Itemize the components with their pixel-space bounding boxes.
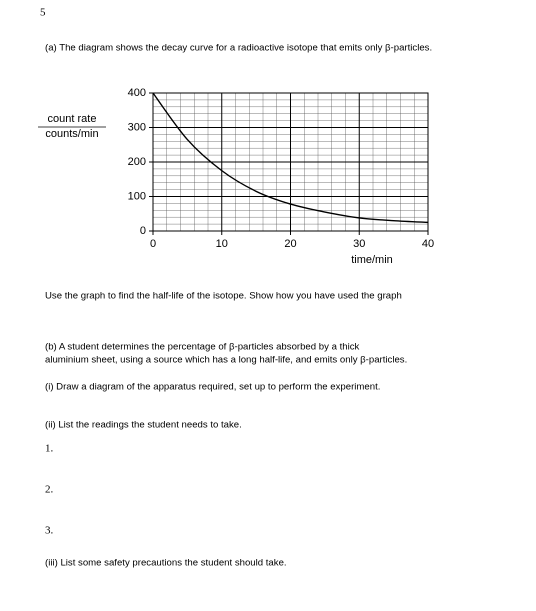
- list-number: 3.: [45, 525, 54, 537]
- y-tick-label: 0: [140, 225, 146, 237]
- list-number: 1.: [45, 443, 54, 455]
- part-b-ii: (ii) List the readings the student needs…: [45, 420, 242, 431]
- question-number: 5: [40, 7, 46, 19]
- decay-curve: [152, 92, 429, 224]
- x-tick-label: 20: [284, 238, 296, 250]
- x-tick-label: 40: [422, 238, 434, 250]
- part-b-iii: (iii) List some safety precautions the s…: [45, 558, 287, 569]
- y-tick-label: 400: [128, 87, 146, 99]
- y-tick-label: 100: [128, 190, 146, 202]
- y-tick-label: 300: [128, 121, 146, 133]
- y-axis-label: count rate: [48, 113, 97, 125]
- x-tick-label: 0: [150, 238, 156, 250]
- x-tick-label: 10: [216, 238, 228, 250]
- part-b-text: aluminium sheet, using a source which ha…: [45, 355, 407, 366]
- part-b-i: (i) Draw a diagram of the apparatus requ…: [45, 382, 380, 393]
- y-axis-label: counts/min: [45, 128, 98, 140]
- part-a-text: (a) The diagram shows the decay curve fo…: [45, 43, 432, 54]
- list-number: 2.: [45, 484, 54, 496]
- x-axis-label: time/min: [351, 254, 393, 266]
- instruction: Use the graph to find the half-life of t…: [45, 291, 402, 302]
- y-tick-label: 200: [128, 156, 146, 168]
- part-b-text: (b) A student determines the percentage …: [45, 342, 359, 353]
- plot-frame: [152, 92, 429, 232]
- x-tick-label: 30: [353, 238, 365, 250]
